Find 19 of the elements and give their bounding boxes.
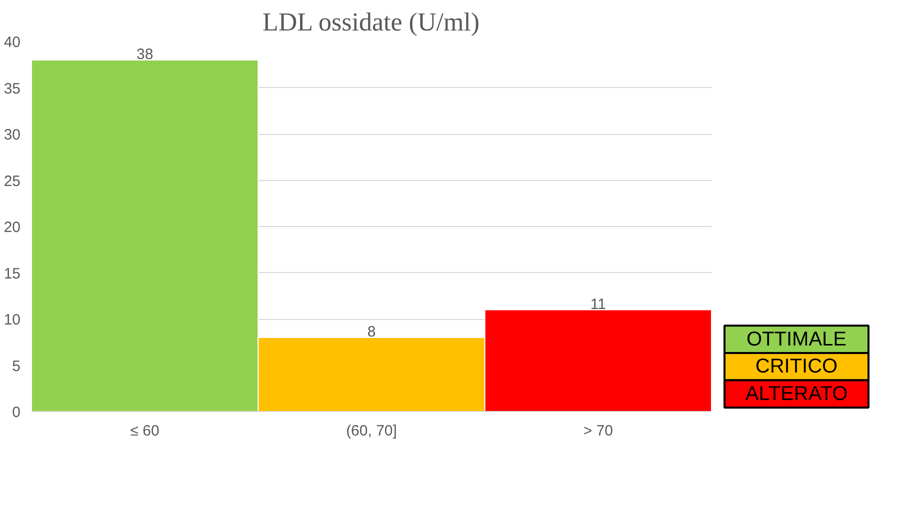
y-tick-label: 10 <box>4 312 21 328</box>
y-tick-label: 40 <box>4 34 21 51</box>
y-tick-label: 0 <box>12 404 20 421</box>
data-label: 8 <box>367 324 376 340</box>
y-tick-label: 5 <box>12 358 20 375</box>
y-tick-label: 20 <box>4 219 21 236</box>
x-tick-label: ≤ 60 <box>130 422 160 440</box>
y-tick-label: 35 <box>4 80 21 98</box>
chart-title: LDL ossidate (U/ml) <box>262 8 480 36</box>
data-label: 11 <box>590 296 606 313</box>
x-tick-label: (60, 70] <box>346 422 397 440</box>
text: CRITICO <box>755 356 838 378</box>
text: OTTIMALE <box>746 328 847 350</box>
y-tick-label: 25 <box>4 172 21 190</box>
x-tick-label: > 70 <box>583 422 613 440</box>
series-label: ALTERATO <box>745 382 848 405</box>
y-tick-label: 30 <box>4 126 21 144</box>
y-tick-label: 15 <box>4 265 21 282</box>
data-label: 38 <box>136 46 154 63</box>
